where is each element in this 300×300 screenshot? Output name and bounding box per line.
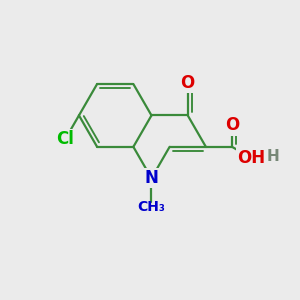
Text: N: N: [145, 169, 158, 187]
Text: Cl: Cl: [56, 130, 74, 148]
Text: CH₃: CH₃: [137, 200, 165, 214]
Text: OH: OH: [237, 148, 265, 166]
Text: O: O: [181, 74, 195, 92]
Text: O: O: [225, 116, 239, 134]
Text: H: H: [266, 148, 279, 164]
